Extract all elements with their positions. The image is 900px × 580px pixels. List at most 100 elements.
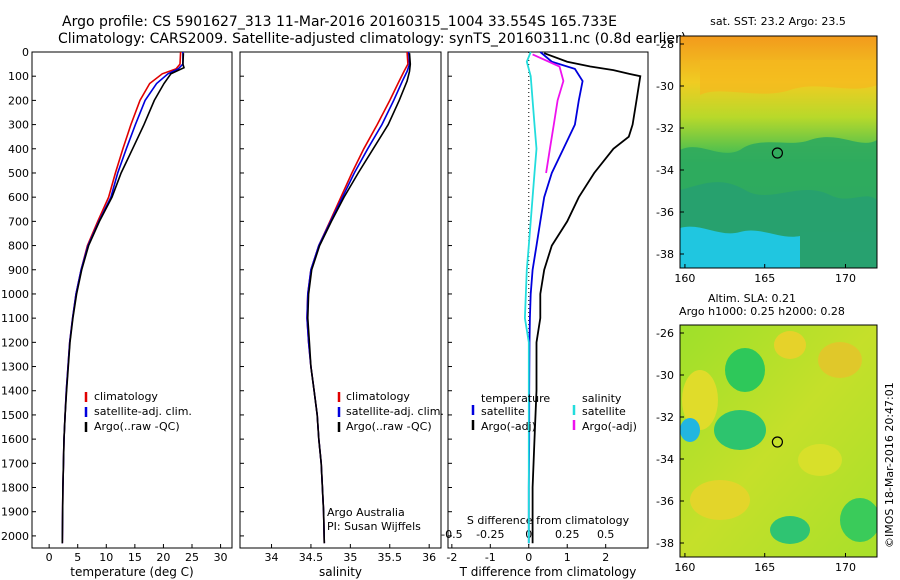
map-y-tick-label: -34 bbox=[656, 164, 674, 177]
y-tick-label: 0 bbox=[22, 46, 29, 59]
x-tick-label: 36 bbox=[422, 551, 436, 564]
x-tick-label: 0 bbox=[46, 551, 53, 564]
map-y-tick-label: -26 bbox=[656, 327, 674, 340]
sla-blob bbox=[770, 516, 810, 544]
series-line-sal_argo bbox=[532, 53, 565, 174]
sla-blob bbox=[714, 410, 766, 450]
map-x-tick-label: 165 bbox=[754, 272, 775, 285]
legend-label: satellite bbox=[481, 405, 525, 418]
sla-map: Altim. SLA: 0.21 Argo h1000: 0.25 h2000:… bbox=[656, 292, 878, 574]
map-x-tick-label: 165 bbox=[754, 561, 775, 574]
x-tick-label: 15 bbox=[128, 551, 142, 564]
map-x-tick-label: 160 bbox=[674, 272, 695, 285]
x-tick-label: 25 bbox=[185, 551, 199, 564]
s-tick-label: 0.5 bbox=[597, 528, 615, 541]
map-y-tick-label: -38 bbox=[656, 537, 674, 550]
y-tick-label: 800 bbox=[8, 240, 29, 253]
y-tick-label: 300 bbox=[8, 119, 29, 132]
sst-orange-band bbox=[700, 60, 877, 95]
x-tick-label: 35 bbox=[343, 551, 357, 564]
argo-location-marker bbox=[771, 147, 784, 159]
map-y-tick-label: -38 bbox=[656, 248, 674, 261]
difference-panel: -2 -1 0 1 2-0.5 -0.25 0 0.25 0.5S difference fro… bbox=[441, 51, 649, 579]
sst-cold-patch bbox=[680, 226, 800, 268]
legend-label: Argo(..raw -QC) bbox=[94, 420, 180, 433]
x-tick-label: 10 bbox=[99, 551, 113, 564]
s-tick-label: 0.25 bbox=[555, 528, 580, 541]
x-tick-label: 5 bbox=[74, 551, 81, 564]
sla-blob bbox=[680, 418, 700, 442]
y-tick-label: 1200 bbox=[1, 336, 29, 349]
legend-label: Argo(-adj) bbox=[582, 420, 637, 433]
sla-map-ticks: 160 165 170 -26 -30 -32 -34 -36 -38 bbox=[656, 327, 856, 574]
map-x-tick-label: 170 bbox=[835, 272, 856, 285]
series-line-sal_satellite bbox=[523, 51, 538, 544]
y-tick-label: 900 bbox=[8, 264, 29, 277]
salinity-plot-frame bbox=[239, 51, 442, 549]
sst-map: sat. SST: 23.2 Argo: 23.5 160 165 170 -28 -3… bbox=[656, 15, 878, 285]
y-tick-label: 200 bbox=[8, 94, 29, 107]
map-x-tick-label: 170 bbox=[835, 561, 856, 574]
x-tick-label: 2 bbox=[602, 551, 609, 564]
annotation-line: PI: Susan Wijffels bbox=[327, 520, 421, 533]
map-y-tick-label: -36 bbox=[656, 495, 674, 508]
s-tick-label: -0.25 bbox=[476, 528, 504, 541]
credit-text: ©IMOS 18-Mar-2016 20:47:01 bbox=[883, 382, 896, 548]
sla-map-title-2: Argo h1000: 0.25 h2000: 0.28 bbox=[679, 305, 845, 318]
series-line-argo bbox=[61, 53, 185, 544]
legend-label: satellite-adj. clim. bbox=[94, 405, 192, 418]
x-tick-label: 34.5 bbox=[299, 551, 324, 564]
x-axis-label: temperature (deg C) bbox=[70, 565, 193, 579]
temperature-panel: 0100200300400500600700800900100011001200… bbox=[1, 46, 233, 579]
x-tick-label: 20 bbox=[156, 551, 170, 564]
legend-label: Argo(..raw -QC) bbox=[346, 420, 432, 433]
legend-label: Argo(-adj) bbox=[481, 420, 536, 433]
x-axis-label: T difference from climatology bbox=[459, 565, 637, 579]
legend-title: salinity bbox=[582, 392, 622, 405]
series-line-argo bbox=[531, 52, 642, 544]
series-line-argo bbox=[306, 53, 412, 544]
sla-map-frame bbox=[679, 324, 878, 558]
s-tick-label: -0.5 bbox=[441, 528, 462, 541]
legend-label: climatology bbox=[346, 390, 410, 403]
difference-plot-frame bbox=[447, 51, 649, 549]
y-tick-label: 1300 bbox=[1, 361, 29, 374]
map-y-tick-label: -34 bbox=[656, 453, 674, 466]
sst-map-frame bbox=[679, 35, 878, 269]
map-y-tick-label: -30 bbox=[656, 369, 674, 382]
y-tick-label: 600 bbox=[8, 191, 29, 204]
y-tick-label: 400 bbox=[8, 143, 29, 156]
x-tick-label: -1 bbox=[485, 551, 496, 564]
annotation-line: Argo Australia bbox=[327, 506, 405, 519]
y-tick-label: 1600 bbox=[1, 433, 29, 446]
y-tick-label: 2000 bbox=[1, 530, 29, 543]
sla-map-title-1: Altim. SLA: 0.21 bbox=[708, 292, 796, 305]
legend-label: satellite bbox=[582, 405, 626, 418]
x-tick-label: 34 bbox=[265, 551, 279, 564]
y-tick-label: 1900 bbox=[1, 506, 29, 519]
y-tick-label: 1700 bbox=[1, 457, 29, 470]
sla-blob bbox=[840, 498, 877, 542]
x-tick-label: 30 bbox=[214, 551, 228, 564]
legend-title: temperature bbox=[481, 392, 550, 405]
x-axis-label: salinity bbox=[319, 565, 362, 579]
sla-blob bbox=[818, 342, 862, 378]
y-tick-label: 1500 bbox=[1, 409, 29, 422]
sla-blob bbox=[682, 370, 718, 430]
s-axis-label: S difference from climatology bbox=[467, 514, 630, 527]
map-y-tick-label: -28 bbox=[656, 38, 674, 51]
y-tick-label: 1400 bbox=[1, 385, 29, 398]
sst-map-title: sat. SST: 23.2 Argo: 23.5 bbox=[710, 15, 846, 28]
y-tick-label: 1000 bbox=[1, 288, 29, 301]
map-x-tick-label: 160 bbox=[674, 561, 695, 574]
map-y-tick-label: -32 bbox=[656, 411, 674, 424]
sla-blob bbox=[690, 480, 750, 520]
legend-label: climatology bbox=[94, 390, 158, 403]
sla-blob bbox=[774, 331, 806, 359]
sla-blob bbox=[798, 444, 842, 476]
x-tick-label: 0 bbox=[525, 551, 532, 564]
header-line-1: Argo profile: CS 5901627_313 11-Mar-2016… bbox=[62, 14, 617, 30]
map-y-tick-label: -30 bbox=[656, 80, 674, 93]
sst-map-ticks: 160 165 170 -28 -30 -32 -34 -36 -38 bbox=[656, 38, 856, 285]
